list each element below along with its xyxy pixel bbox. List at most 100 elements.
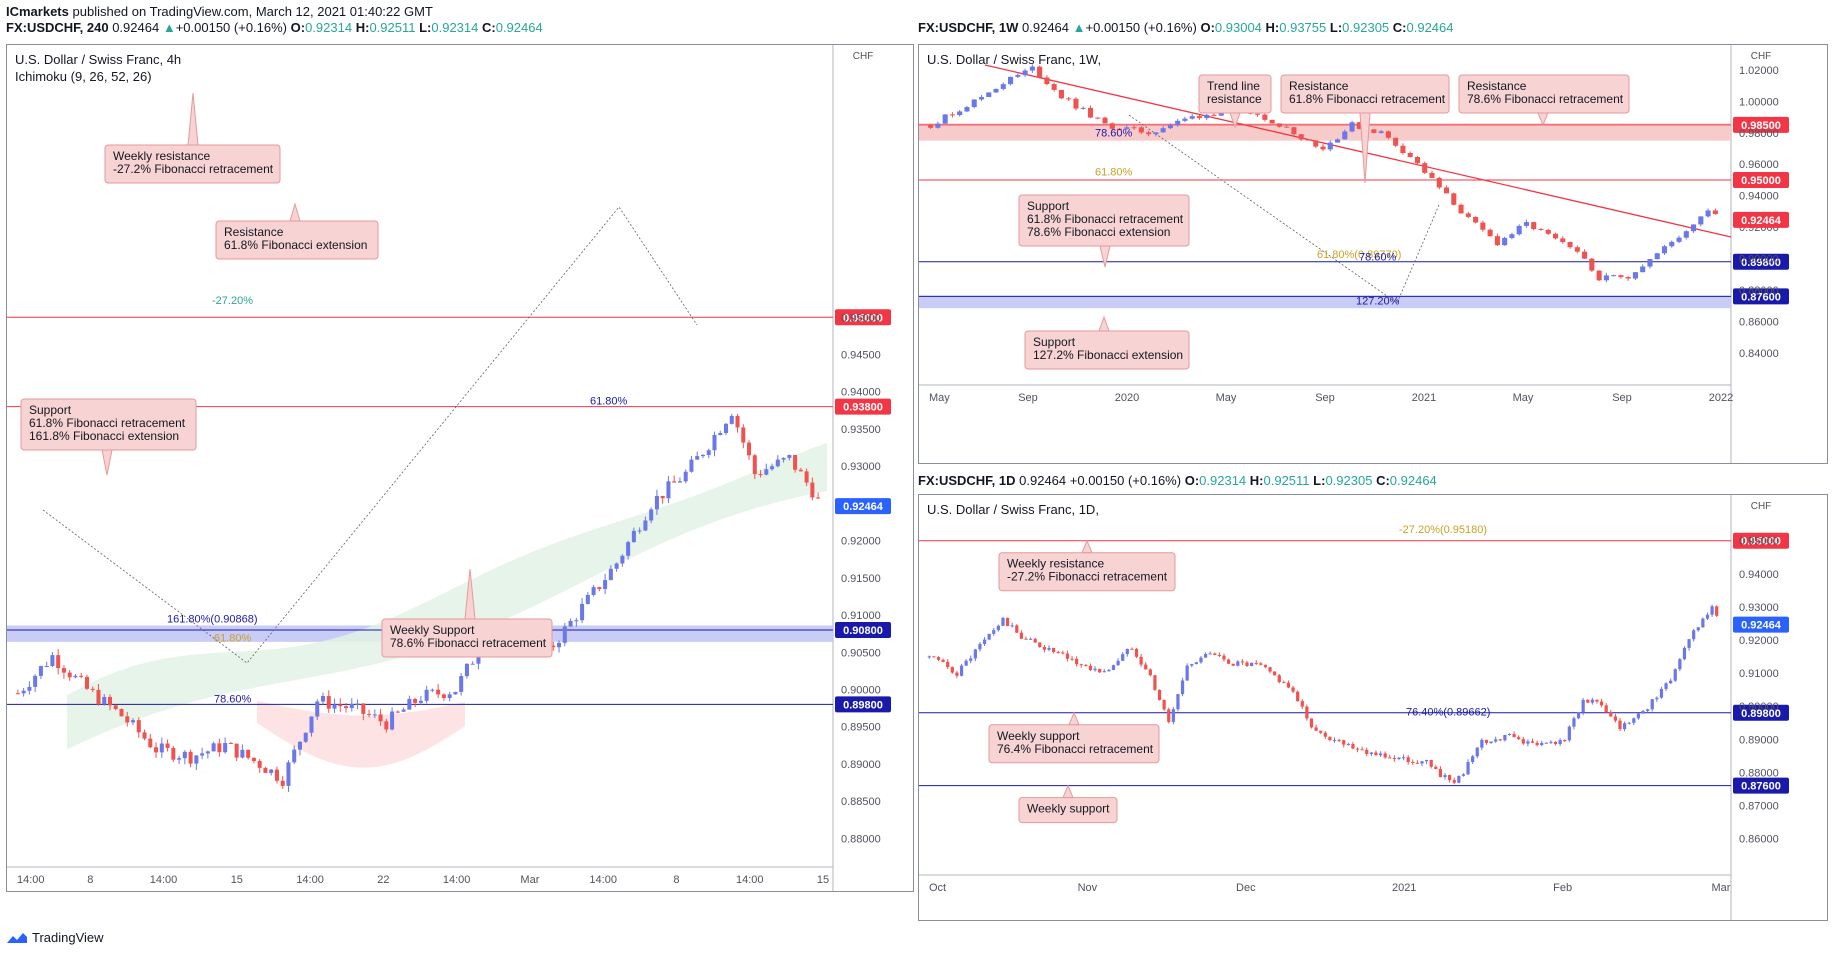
time-tick: 2022 <box>1709 392 1733 404</box>
candle-body <box>1531 222 1537 230</box>
candle-body <box>1282 682 1286 684</box>
candle-body <box>1625 276 1631 279</box>
candle-body <box>1019 632 1024 639</box>
candle-body <box>689 459 694 472</box>
time-tick: 2020 <box>1115 392 1139 404</box>
candle-body <box>1646 709 1650 712</box>
resistance-price-tag <box>1733 532 1789 549</box>
candle-body <box>107 696 113 706</box>
w1-chart-panel[interactable]: CHF 0.98500 0.95000 0.89800 0.87600 1.02000 1.… <box>918 44 1828 464</box>
candle-body <box>1328 736 1332 741</box>
w1-chart-svg[interactable]: CHF 0.98500 0.95000 0.89800 0.87600 1.02000 1.… <box>919 45 1827 463</box>
candle-body <box>1146 132 1152 135</box>
candle-body <box>1659 688 1664 698</box>
candle-body <box>1107 669 1111 672</box>
time-tick: Nov <box>1078 882 1098 894</box>
candle-body <box>1553 741 1558 745</box>
fib-label: -27.20%(0.95180) <box>1399 524 1487 536</box>
callout-pointer <box>1359 112 1371 184</box>
fib-label: -27.20% <box>212 295 253 307</box>
candle-body <box>1038 642 1042 648</box>
price-tick: 0.94000 <box>1739 191 1779 203</box>
candle-body <box>1538 229 1544 231</box>
candle-body <box>326 696 331 709</box>
candle-body <box>1240 661 1245 663</box>
candle-body <box>1611 275 1617 277</box>
candle-body <box>1171 709 1175 722</box>
h4-change: +0.00150 (+0.16%) <box>175 20 288 35</box>
candle-body <box>476 655 481 664</box>
candle-body <box>1024 638 1028 640</box>
h4-chart-svg[interactable]: CHF0.950000.938000.908000.898000.950000.… <box>7 45 913 891</box>
callout: Weekly resistance-27.2% Fibonacci retrac… <box>998 539 1176 592</box>
candle-body <box>1117 128 1123 130</box>
candle-body <box>1603 275 1609 281</box>
candle-body <box>401 709 406 712</box>
candle-body <box>257 761 262 768</box>
candle-body <box>1093 668 1097 671</box>
candle-body <box>1383 753 1387 758</box>
candle-body <box>1296 691 1300 702</box>
callout-text: 61.8% Fibonacci retracement <box>1027 212 1184 226</box>
candle-body <box>936 657 941 660</box>
price-tick: 0.91000 <box>1739 668 1779 680</box>
callout-text: 161.8% Fibonacci extension <box>29 429 179 443</box>
callout-text: Weekly resistance <box>1007 557 1104 571</box>
candle-body <box>464 663 469 677</box>
candle-body <box>1236 661 1240 666</box>
price-tag-label: 0.95000 <box>843 312 883 324</box>
candle-body <box>1590 699 1594 703</box>
candle-body <box>142 732 147 739</box>
footer-brand[interactable]: TradingView <box>32 930 104 945</box>
time-tick: Oct <box>929 882 946 894</box>
candle-body <box>1075 658 1079 665</box>
resistance-price-tag <box>1733 171 1789 188</box>
candle-body <box>1319 730 1323 733</box>
candle-body <box>119 709 124 717</box>
candle-body <box>1231 663 1235 666</box>
candle-body <box>1320 146 1326 150</box>
w1-low: 0.92305 <box>1342 20 1390 35</box>
callout-text: 61.8% Fibonacci retracement <box>1289 92 1446 106</box>
candle-body <box>280 780 285 786</box>
candle-body <box>1176 694 1180 710</box>
candle-body <box>1182 118 1188 121</box>
resistance-price-tag <box>835 309 891 326</box>
candle-body <box>1397 757 1401 760</box>
tradingview-logo-icon <box>6 931 28 945</box>
callout-text: Trend line <box>1207 79 1260 93</box>
candle-body <box>1604 705 1608 713</box>
candle-body <box>964 107 970 112</box>
time-tick: Dec <box>1236 882 1256 894</box>
candle-body <box>79 675 84 677</box>
h4-header: FX:USDCHF, 240 0.92464 ▲+0.00150 (+0.16%… <box>6 20 543 35</box>
price-tick: 0.88500 <box>841 796 881 808</box>
candle-body <box>1139 656 1143 665</box>
support-price-tag <box>835 621 891 638</box>
currency-label: CHF <box>1751 51 1772 62</box>
price-tick: 0.89500 <box>841 722 881 734</box>
candle-body <box>1268 667 1272 672</box>
candle-body <box>1033 638 1037 643</box>
d1-chart-svg[interactable]: CHF0.950000.898000.876000.950000.940000.… <box>919 495 1827 920</box>
candle-body <box>228 743 233 745</box>
candle-body <box>251 757 256 762</box>
price-tag-label: 0.98500 <box>1741 120 1781 132</box>
candle-body <box>941 659 945 662</box>
h4-chart-panel[interactable]: CHF 0.95000 0.93800 0.90800 0.89800 0.95000 0.… <box>6 44 914 892</box>
time-tick: 15 <box>817 874 829 886</box>
candle-body <box>1213 653 1217 655</box>
callout-text: 76.4% Fibonacci retracement <box>997 742 1154 756</box>
last-price-label: 0.92464 <box>843 501 884 513</box>
d1-chart-panel[interactable]: CHF 0.95000 0.89800 0.87600 0.95000 0.94000 0.… <box>918 494 1828 921</box>
callout-text: Support <box>1033 335 1076 349</box>
candle-body <box>194 755 199 764</box>
price-tick: 0.92000 <box>1739 635 1779 647</box>
callout-box <box>1024 330 1190 370</box>
candle-body <box>603 580 608 589</box>
candle-body <box>1683 231 1689 238</box>
candle-body <box>1414 156 1421 164</box>
candle-body <box>315 701 320 717</box>
candle-body <box>61 668 66 673</box>
